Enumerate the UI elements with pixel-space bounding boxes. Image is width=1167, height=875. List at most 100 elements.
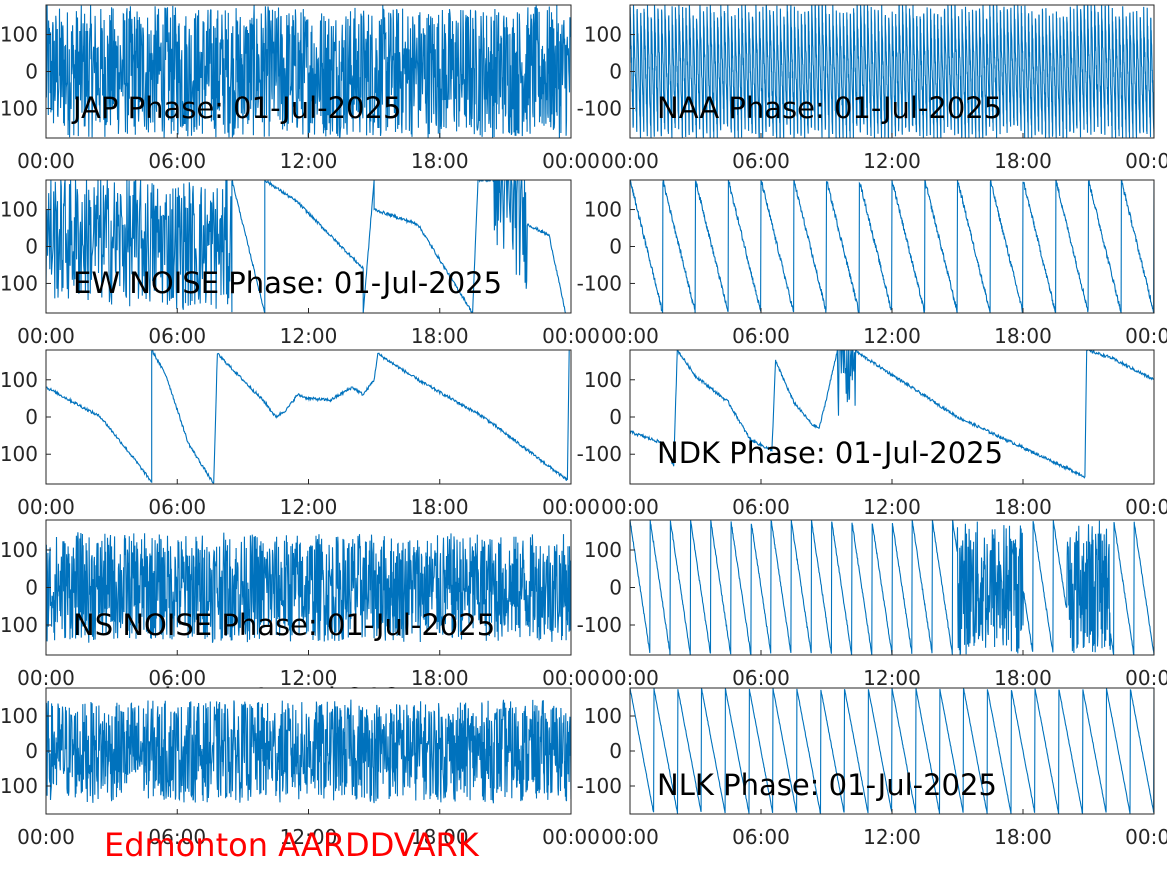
x-tick-label: 06:00 — [732, 495, 790, 519]
phase-series-line — [46, 699, 571, 804]
panel-naa: -100 0 100 00:00 06:00 12:00 18:00 00:00 NAA Pha… — [577, 91, 1167, 519]
y-tick-label: 0 — [609, 60, 622, 84]
x-tick-label: 00:00 — [1125, 666, 1167, 690]
panel-ns-noise: -100 0 100 00:00 06:00 12:00 18:00 00:00 NS NOIS… — [0, 608, 600, 849]
x-tick-label: 12:00 — [863, 495, 921, 519]
x-tick-label: 18:00 — [411, 149, 469, 173]
panel-title: NS NOISE Phase: 01-Jul-2025 — [73, 608, 495, 642]
x-tick-label: 00:00 — [542, 825, 600, 849]
x-tick-label: 00:00 — [17, 825, 75, 849]
x-tick-label: 12:00 — [280, 495, 338, 519]
panel-nlk: -100 0 100 00:00 06:00 12:00 18:00 00:00 NLK Pha… — [577, 687, 1167, 849]
panel-title: EW NOISE Phase: 01-Jul-2025 — [73, 266, 502, 300]
x-tick-label: 18:00 — [411, 495, 469, 519]
y-tick-label: 100 — [0, 368, 38, 392]
x-tick-label: 18:00 — [994, 149, 1052, 173]
panel-title: NAA Phase: 01-Jul-2025 — [657, 91, 1002, 125]
y-tick-label: 100 — [0, 538, 38, 562]
y-tick-label: 100 — [584, 538, 622, 562]
x-tick-label: 00:00 — [601, 324, 659, 348]
y-tick-label: 0 — [609, 405, 622, 429]
phase-series-line — [46, 350, 570, 484]
x-tick-label: 12:00 — [280, 149, 338, 173]
x-tick-label: 00:00 — [601, 149, 659, 173]
y-tick-label: 0 — [25, 405, 38, 429]
panel-jap: -100 0 100 00:00 06:00 12:00 18:00 00:00 JAP Pha… — [0, 4, 600, 173]
y-tick-label: -100 — [577, 271, 622, 295]
x-tick-label: 06:00 — [732, 666, 790, 690]
x-tick-label: 18:00 — [411, 825, 469, 849]
x-tick-label: 12:00 — [863, 149, 921, 173]
y-tick-label: 0 — [25, 739, 38, 763]
y-tick-label: 100 — [584, 704, 622, 728]
x-tick-label: 06:00 — [732, 149, 790, 173]
x-tick-label: 00:00 — [601, 666, 659, 690]
x-tick-label: 00:00 — [542, 495, 600, 519]
y-tick-label: 0 — [609, 235, 622, 259]
x-tick-label: 12:00 — [280, 825, 338, 849]
y-tick-label: 0 — [25, 235, 38, 259]
x-tick-label: 12:00 — [863, 825, 921, 849]
x-tick-label: 06:00 — [732, 825, 790, 849]
panel-title: NLK Phase: 01-Jul-2025 — [657, 768, 997, 802]
x-tick-label: 06:00 — [148, 825, 206, 849]
y-tick-label: 0 — [25, 60, 38, 84]
y-tick-label: -100 — [577, 96, 622, 120]
panel-title: JAP Phase: 01-Jul-2025 — [71, 91, 401, 125]
x-tick-label: 00:00 — [1125, 495, 1167, 519]
x-tick-label: 12:00 — [280, 666, 338, 690]
plot-area — [630, 350, 1154, 484]
x-tick-label: 00:00 — [542, 324, 600, 348]
footer-label: Edmonton AARDDVARK — [104, 826, 479, 864]
panel-ndk: -100 0 100 00:00 06:00 12:00 18:00 00:00 NDK Pha… — [577, 436, 1167, 690]
x-tick-label: 06:00 — [148, 495, 206, 519]
x-tick-label: 18:00 — [994, 825, 1052, 849]
y-tick-label: -100 — [0, 271, 38, 295]
x-tick-label: 18:00 — [411, 324, 469, 348]
y-tick-label: 100 — [584, 198, 622, 222]
x-tick-label: 00:00 — [1125, 149, 1167, 173]
panel-ew-noise: -100 0 100 00:00 06:00 12:00 18:00 00:00 EW NOIS… — [0, 266, 600, 690]
phase-series-line — [46, 532, 571, 643]
x-tick-label: 12:00 — [863, 666, 921, 690]
x-tick-label: 06:00 — [732, 324, 790, 348]
y-tick-label: -100 — [0, 96, 38, 120]
y-tick-label: -100 — [577, 774, 622, 798]
y-tick-label: 100 — [0, 23, 38, 47]
x-tick-label: 06:00 — [148, 666, 206, 690]
x-tick-label: 00:00 — [601, 825, 659, 849]
plot-area — [46, 350, 571, 484]
y-tick-label: -100 — [0, 774, 38, 798]
phase-series-line — [630, 350, 1154, 479]
x-tick-label: 00:00 — [542, 666, 600, 690]
y-tick-label: -100 — [577, 613, 622, 637]
x-tick-label: 18:00 — [411, 666, 469, 690]
y-tick-label: 0 — [609, 576, 622, 600]
x-tick-label: 18:00 — [994, 324, 1052, 348]
x-tick-label: 18:00 — [994, 666, 1052, 690]
x-tick-label: 00:00 — [17, 495, 75, 519]
x-tick-label: 00:00 — [1125, 825, 1167, 849]
x-tick-label: 00:00 — [17, 324, 75, 348]
x-tick-label: 00:00 — [542, 149, 600, 173]
y-tick-label: -100 — [0, 442, 38, 466]
phase-series-line — [630, 520, 1154, 655]
panel-title: NDK Phase: 01-Jul-2025 — [657, 436, 1003, 470]
y-tick-label: 0 — [609, 739, 622, 763]
x-tick-label: 12:00 — [863, 324, 921, 348]
x-tick-label: 00:00 — [1125, 324, 1167, 348]
x-tick-label: 18:00 — [994, 495, 1052, 519]
y-tick-label: 100 — [0, 704, 38, 728]
y-tick-label: 0 — [25, 576, 38, 600]
phase-series-line — [630, 688, 1154, 814]
x-tick-label: 00:00 — [601, 495, 659, 519]
phase-series-line — [630, 180, 1154, 313]
x-tick-label: 06:00 — [148, 324, 206, 348]
x-tick-label: 00:00 — [17, 149, 75, 173]
x-tick-label: 06:00 — [148, 149, 206, 173]
y-tick-label: 100 — [0, 198, 38, 222]
x-tick-label: 12:00 — [280, 324, 338, 348]
y-tick-label: 100 — [584, 23, 622, 47]
